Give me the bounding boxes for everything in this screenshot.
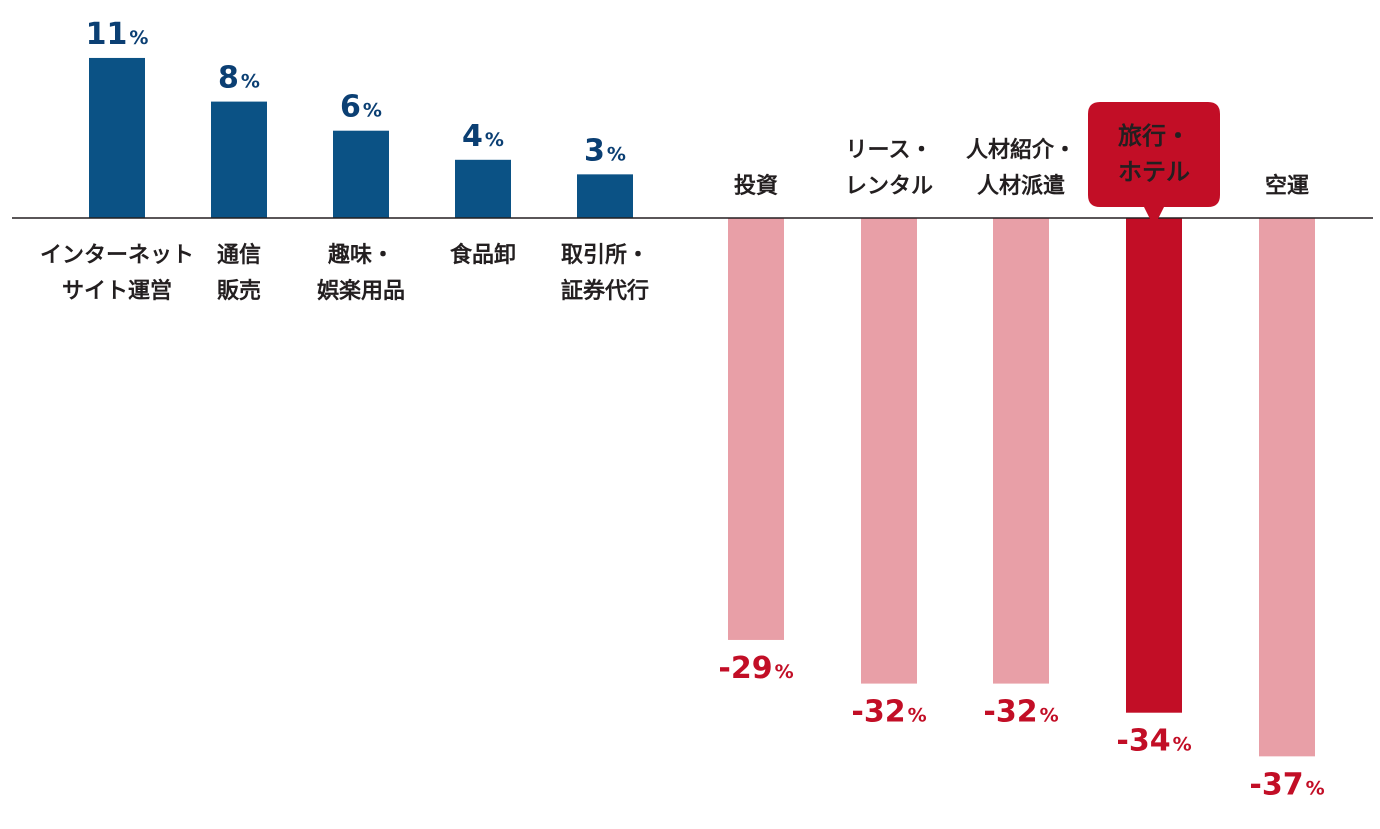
value-label: -32% — [983, 695, 1058, 730]
category-label-line: 空運 — [1265, 173, 1309, 199]
category-label: 趣味・娯楽用品 — [317, 242, 405, 304]
category-label-line: 取引所・ — [561, 243, 649, 268]
bar — [89, 57, 145, 219]
bar — [728, 218, 784, 640]
category-label: リース・レンタル — [845, 138, 933, 199]
category-label-line: 証券代行 — [561, 278, 649, 304]
category-label: 食品卸 — [450, 242, 516, 268]
value-label: 8% — [218, 61, 260, 96]
highlight-callout — [1088, 102, 1220, 227]
category-label-line: 投資 — [734, 173, 778, 199]
value-label: 4% — [462, 119, 504, 154]
category-label: 人材紹介・人材派遣 — [966, 137, 1076, 199]
value-label: -29% — [718, 651, 793, 686]
category-label-line: 食品卸 — [450, 242, 516, 268]
category-label-line: サイト運営 — [62, 278, 172, 304]
bars-layer — [89, 57, 1315, 757]
bar — [211, 101, 267, 218]
category-label-line: 通信 — [217, 242, 261, 268]
category-label-line: インターネット — [40, 243, 194, 268]
bar — [1126, 218, 1182, 713]
value-label: -34% — [1116, 724, 1191, 759]
category-label: 投資 — [734, 173, 778, 199]
category-label-line: ホテル — [1118, 158, 1190, 186]
category-label-line: リース・ — [846, 138, 933, 163]
category-label-line: 人材派遣 — [977, 174, 1065, 199]
value-label: 6% — [340, 90, 382, 125]
bar — [1259, 218, 1315, 757]
bar — [993, 218, 1049, 684]
category-label-line: 販売 — [217, 278, 261, 304]
category-label: 空運 — [1265, 173, 1309, 199]
category-label-line: 娯楽用品 — [317, 278, 405, 304]
value-label: 11% — [86, 17, 149, 52]
category-label: 取引所・証券代行 — [561, 243, 649, 304]
category-label-line: 旅行・ — [1118, 122, 1190, 150]
category-label-line: レンタル — [845, 174, 933, 199]
value-label: -32% — [851, 695, 926, 730]
category-label-line: 趣味・ — [327, 242, 394, 268]
bar — [577, 174, 633, 218]
category-label: 旅行・ホテル — [1118, 122, 1190, 186]
bar — [861, 218, 917, 684]
value-label: -37% — [1249, 767, 1324, 802]
value-label: 3% — [584, 133, 626, 168]
bar — [455, 159, 511, 218]
bar — [333, 130, 389, 218]
category-label-line: 人材紹介・ — [966, 137, 1076, 163]
